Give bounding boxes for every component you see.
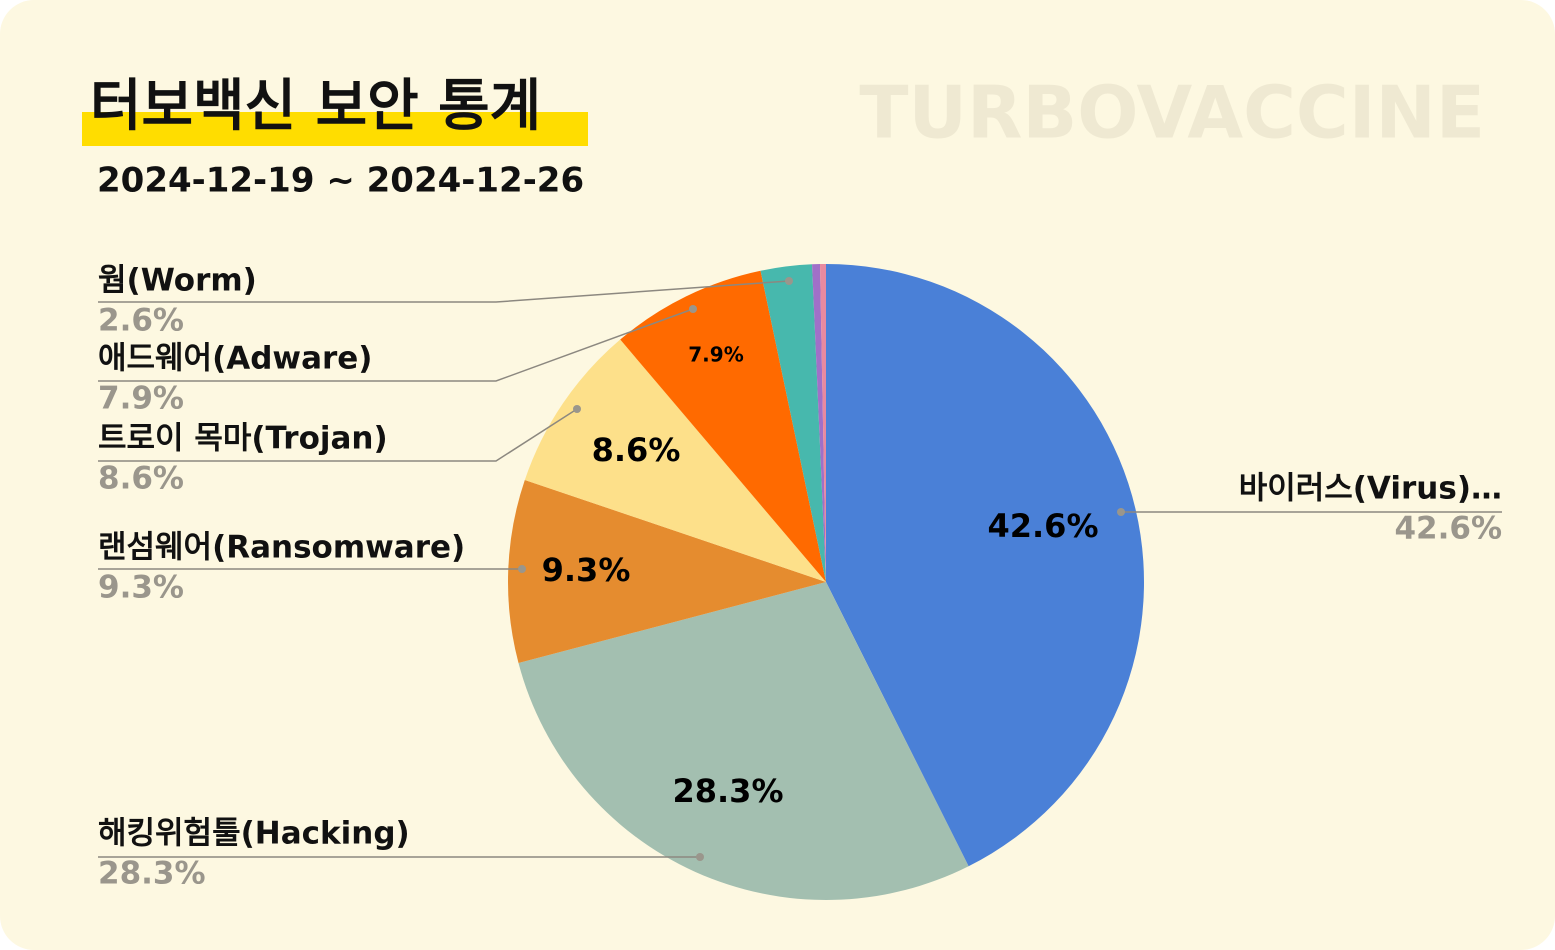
pie-slice xyxy=(620,270,826,582)
leader-dot xyxy=(518,565,526,573)
slice-value-label: 7.9% xyxy=(688,343,743,367)
pie-slice xyxy=(820,264,826,582)
slice-value-label: 28.3% xyxy=(672,772,783,810)
pie-slice xyxy=(508,479,826,664)
category-label: 웜(Worm) xyxy=(98,263,257,299)
slice-value-label: 42.6% xyxy=(987,507,1098,545)
leader-dot xyxy=(696,853,704,861)
slice-value-label: 9.3% xyxy=(542,551,631,589)
category-label: 바이러스(Virus)… xyxy=(1239,471,1502,507)
category-label: 해킹위험툴(Hacking) xyxy=(98,816,410,852)
labels: 바이러스(Virus)… 42.6% 42.6% 해킹위험툴(Hacking) 28.3… xyxy=(98,263,1502,892)
pie xyxy=(508,264,1144,900)
pie-slice xyxy=(518,582,969,900)
leader-dot xyxy=(573,405,581,413)
leader-dot xyxy=(1117,508,1125,516)
percent-label: 28.3% xyxy=(98,856,206,892)
pie-slice xyxy=(760,264,826,582)
chart-title: 터보백신 보안 통계 xyxy=(90,74,541,139)
leader-dot xyxy=(785,277,793,285)
leader-dot xyxy=(689,305,697,313)
leader-line xyxy=(98,408,578,462)
percent-label: 42.6% xyxy=(1394,511,1502,547)
percent-label: 8.6% xyxy=(98,461,184,497)
percent-label: 7.9% xyxy=(98,381,184,417)
watermark: TURBOVACCINE xyxy=(859,71,1485,155)
leader-line xyxy=(98,280,790,303)
percent-label: 2.6% xyxy=(98,303,184,339)
chart-subtitle: 2024-12-19 ~ 2024-12-26 xyxy=(97,161,584,201)
category-label: 트로이 목마(Trojan) xyxy=(98,421,388,457)
slice-value-label: 8.6% xyxy=(592,431,681,469)
percent-label: 9.3% xyxy=(98,570,184,606)
pie-slice xyxy=(524,339,826,582)
pie-slice xyxy=(826,264,1144,867)
category-label: 랜섬웨어(Ransomware) xyxy=(98,530,465,566)
pie-slice xyxy=(812,264,826,582)
title-highlight xyxy=(82,112,588,146)
leader-line xyxy=(98,308,694,382)
category-label: 애드웨어(Adware) xyxy=(98,341,372,377)
